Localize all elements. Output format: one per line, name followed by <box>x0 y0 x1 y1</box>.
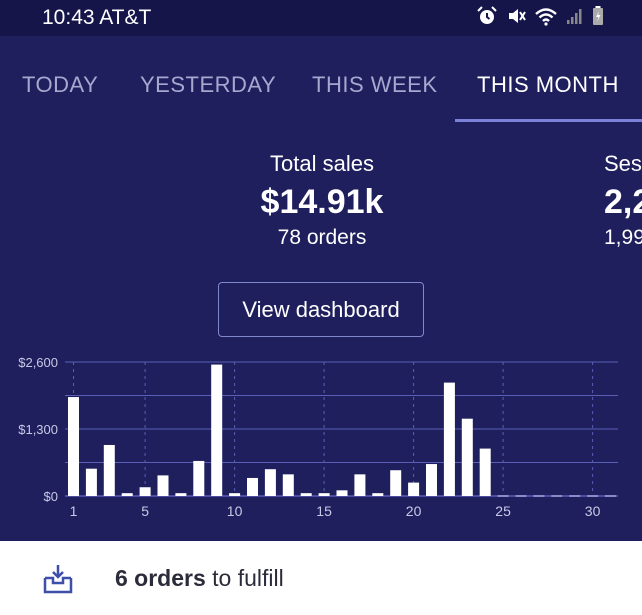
bar <box>318 493 330 496</box>
status-bar: 10:43 AT&T <box>0 0 642 36</box>
mute-icon <box>509 9 526 23</box>
view-dashboard-button[interactable]: View dashboard <box>218 282 424 337</box>
bar <box>103 444 115 496</box>
orders-to-fulfill-banner[interactable]: 6 orders to fulfill <box>0 541 642 615</box>
period-tabs: TODAY YESTERDAY THIS WEEK THIS MONTH <box>0 36 642 122</box>
bar <box>193 460 205 496</box>
x-tick-label: 20 <box>406 503 422 519</box>
bar <box>175 493 187 496</box>
sessions-card[interactable]: Ses 2,2 1,99 <box>604 150 642 252</box>
x-tick-label: 25 <box>495 503 511 519</box>
bar <box>426 464 437 496</box>
x-tick-label: 10 <box>227 503 243 519</box>
bar <box>68 397 79 496</box>
x-tick-label: 15 <box>316 503 332 519</box>
y-tick-label: $1,300 <box>18 422 58 437</box>
sessions-value: 2,2 <box>604 183 642 221</box>
bar <box>85 468 97 496</box>
tab-yesterday[interactable]: YESTERDAY <box>140 72 277 97</box>
y-tick-label: $2,600 <box>18 355 58 370</box>
tab-this-month[interactable]: THIS MONTH <box>477 72 619 97</box>
signal-icon <box>567 9 582 24</box>
sessions-label: Ses <box>604 151 642 176</box>
bar <box>461 418 473 496</box>
bar <box>300 493 312 496</box>
y-tick-label: $0 <box>44 489 58 504</box>
x-tick-label: 1 <box>70 503 78 519</box>
bar <box>443 382 455 496</box>
bar <box>390 470 402 496</box>
bar <box>157 475 169 496</box>
total-sales-value: $14.91k <box>260 183 384 221</box>
bar <box>247 477 258 496</box>
bar <box>264 469 276 496</box>
orders-to-fulfill-rest: to fulfill <box>205 565 284 591</box>
x-tick-label: 30 <box>585 503 601 519</box>
inbox-download-icon <box>43 565 73 594</box>
bar <box>229 493 241 496</box>
bar <box>282 474 294 496</box>
battery-icon <box>593 6 603 25</box>
bar <box>139 487 151 496</box>
orders-to-fulfill-text: 6 orders to fulfill <box>115 565 284 592</box>
status-time: 10:43 AT&T <box>42 6 152 29</box>
bar <box>354 474 366 496</box>
total-sales-label: Total sales <box>270 151 374 176</box>
tab-this-week[interactable]: THIS WEEK <box>312 72 438 97</box>
bar <box>408 482 420 496</box>
bar <box>336 490 348 496</box>
total-sales-card[interactable]: Total sales $14.91k 78 orders <box>222 150 422 252</box>
active-tab-indicator <box>455 119 642 122</box>
wifi-icon <box>535 8 557 26</box>
bar <box>479 448 491 496</box>
status-icons <box>476 6 604 26</box>
bar <box>121 493 133 496</box>
bar <box>211 364 223 496</box>
tab-today[interactable]: TODAY <box>22 72 99 97</box>
bar <box>372 493 384 496</box>
sessions-sub: 1,99 <box>604 226 642 249</box>
orders-count: 78 orders <box>277 226 367 249</box>
orders-to-fulfill-count: 6 orders <box>115 565 206 591</box>
x-tick-label: 5 <box>141 503 149 519</box>
alarm-icon <box>477 6 497 24</box>
